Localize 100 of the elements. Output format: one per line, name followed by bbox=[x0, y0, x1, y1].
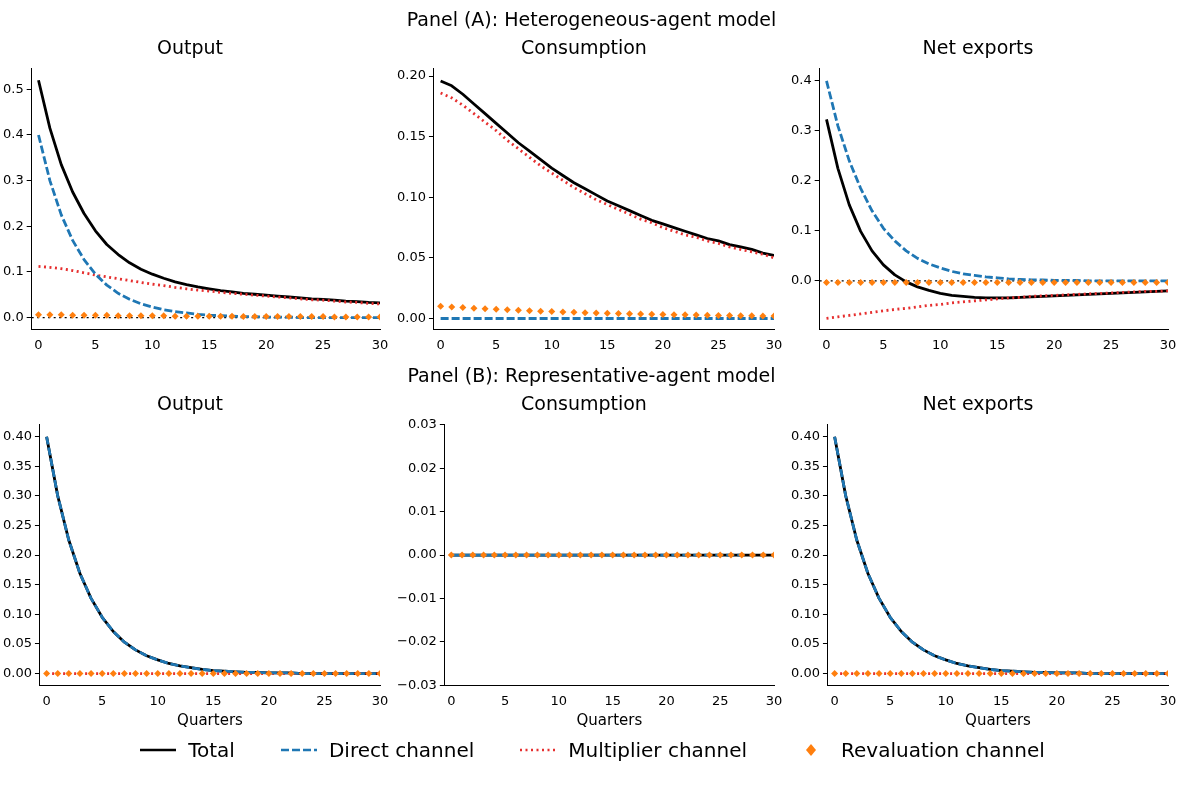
point bbox=[570, 308, 578, 316]
line-series bbox=[37, 265, 380, 306]
x-tick-label: 30 bbox=[765, 336, 783, 352]
x-axis-title: Quarters bbox=[965, 710, 1032, 729]
y-tick-label: 0.01 bbox=[407, 503, 437, 519]
y-tick-label: 0.3 bbox=[2, 171, 24, 187]
y-tick-label: 0.4 bbox=[790, 72, 812, 88]
point bbox=[603, 309, 611, 317]
x-tick-label: 25 bbox=[710, 336, 727, 352]
y-tick-label: 0.00 bbox=[396, 309, 426, 325]
x-tick-label: 10 bbox=[937, 692, 955, 708]
y-tick-label: 0.10 bbox=[2, 605, 32, 621]
y-tick-label: 0.3 bbox=[790, 122, 812, 138]
x-tick-label: 5 bbox=[886, 692, 895, 708]
y-tick-label: 0.4 bbox=[2, 126, 24, 142]
y-tick-label: 0.30 bbox=[790, 487, 820, 503]
y-tick-label: −0.01 bbox=[396, 589, 437, 605]
x-tick-label: 0 bbox=[436, 336, 445, 352]
text: Panel (A): Heterogeneous-agent model bbox=[405, 7, 778, 32]
y-tick-label: 0.15 bbox=[790, 576, 820, 592]
y-tick-label: 0.0 bbox=[790, 272, 812, 288]
x-tick-label: 0 bbox=[34, 336, 43, 352]
x-tick-label: 25 bbox=[314, 336, 332, 352]
y-tick-label: 0.15 bbox=[396, 128, 426, 144]
y-tick-label: 0.03 bbox=[407, 416, 437, 432]
point bbox=[459, 304, 467, 312]
point bbox=[759, 312, 767, 320]
legend-label: Revaluation channel bbox=[841, 738, 1045, 762]
point bbox=[703, 311, 711, 319]
y-tick-label: 0.02 bbox=[407, 459, 437, 475]
x-tick-label: 20 bbox=[654, 336, 672, 352]
x-tick-label: 30 bbox=[371, 692, 389, 708]
x-axis-title: Quarters bbox=[177, 710, 244, 729]
chart-title: Output bbox=[157, 36, 223, 59]
y-tick-label: 0.05 bbox=[396, 249, 426, 265]
y-tick-label: 0.2 bbox=[2, 217, 24, 233]
y-tick-label: 0.1 bbox=[2, 263, 24, 279]
x-tick-label: 15 bbox=[604, 692, 621, 708]
y-tick-label: 0.25 bbox=[790, 516, 820, 532]
y-tick-label: 0.05 bbox=[2, 635, 32, 651]
chart-title: Consumption bbox=[521, 392, 647, 415]
point bbox=[659, 310, 667, 318]
x-tick-label: 10 bbox=[932, 336, 949, 352]
x-tick-label: 5 bbox=[91, 336, 100, 352]
y-tick-label: 0.0 bbox=[2, 308, 24, 324]
y-tick-label: 0.00 bbox=[2, 664, 32, 680]
y-tick-label: 0.35 bbox=[790, 457, 820, 473]
y-tick-label: 0.20 bbox=[396, 67, 426, 83]
point bbox=[437, 302, 445, 310]
point bbox=[626, 310, 634, 318]
legend-label: Total bbox=[188, 738, 235, 762]
x-tick-label: 0 bbox=[830, 692, 839, 708]
point bbox=[503, 306, 511, 314]
x-tick-label: 25 bbox=[711, 692, 729, 708]
y-tick-label: 0.00 bbox=[407, 546, 437, 562]
x-tick-label: 25 bbox=[1104, 692, 1121, 708]
point bbox=[592, 309, 600, 317]
y-tick-label: 0.35 bbox=[2, 457, 32, 473]
x-tick-label: 15 bbox=[200, 336, 218, 352]
x-tick-label: 20 bbox=[257, 336, 275, 352]
point bbox=[470, 304, 478, 312]
point bbox=[737, 312, 745, 320]
point bbox=[692, 311, 700, 319]
line-series bbox=[825, 289, 1168, 320]
chart-title: Output bbox=[157, 392, 223, 415]
point bbox=[714, 311, 722, 319]
y-tick-label: 0.25 bbox=[2, 516, 32, 532]
point bbox=[448, 303, 456, 311]
chart-title: Net exports bbox=[922, 392, 1034, 415]
x-tick-label: 30 bbox=[765, 692, 783, 708]
x-tick-label: 25 bbox=[316, 692, 333, 708]
y-tick-label: −0.03 bbox=[396, 676, 437, 692]
x-tick-label: 0 bbox=[822, 336, 831, 352]
y-tick-label: −0.02 bbox=[396, 633, 437, 649]
line-series bbox=[37, 133, 380, 319]
x-tick-label: 5 bbox=[500, 692, 510, 708]
x-tick-label: 0 bbox=[447, 692, 456, 708]
x-tick-label: 5 bbox=[492, 336, 501, 352]
point bbox=[537, 307, 545, 315]
point bbox=[614, 310, 622, 318]
legend-label: Multiplier channel bbox=[568, 738, 748, 762]
y-tick-label: 0.00 bbox=[790, 664, 820, 680]
y-tick-label: 0.5 bbox=[2, 80, 24, 96]
y-tick-label: 0.10 bbox=[790, 605, 820, 621]
x-tick-label: 30 bbox=[371, 336, 389, 352]
y-tick-label: 0.40 bbox=[2, 428, 32, 444]
point bbox=[648, 310, 656, 318]
y-tick-label: 0.05 bbox=[790, 635, 820, 651]
legend-label: Direct channel bbox=[328, 738, 475, 762]
point bbox=[548, 308, 556, 316]
x-tick-label: 5 bbox=[879, 336, 888, 352]
x-tick-label: 15 bbox=[205, 692, 222, 708]
point bbox=[481, 305, 489, 313]
x-tick-label: 10 bbox=[543, 336, 561, 352]
x-tick-label: 20 bbox=[658, 692, 675, 708]
x-axis-title: Quarters bbox=[576, 710, 643, 729]
x-tick-label: 20 bbox=[1045, 336, 1063, 352]
chart-title: Net exports bbox=[922, 36, 1034, 59]
point bbox=[726, 312, 734, 320]
point bbox=[492, 305, 500, 313]
